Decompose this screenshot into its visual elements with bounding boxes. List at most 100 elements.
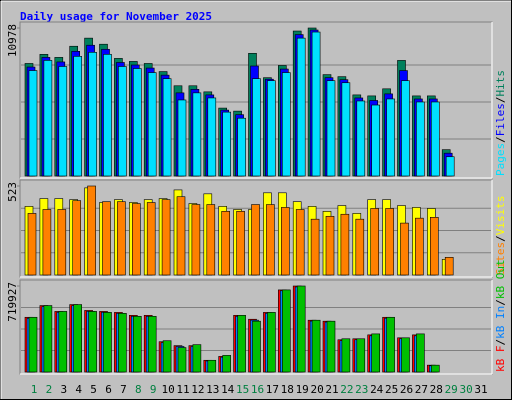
x-tick-label: 11 xyxy=(176,383,189,396)
bar xyxy=(222,111,231,177)
bar xyxy=(371,333,381,373)
bar xyxy=(162,78,172,177)
bar xyxy=(341,338,351,373)
bar xyxy=(430,364,440,373)
x-tick-label: 6 xyxy=(105,383,112,396)
x-tick-label: 5 xyxy=(90,383,97,396)
bar xyxy=(311,31,321,177)
bar xyxy=(400,222,409,276)
x-tick-label: 23 xyxy=(355,383,368,396)
bar xyxy=(415,217,424,276)
x-tick-label: 30 xyxy=(459,383,472,396)
bar xyxy=(341,82,351,177)
bar xyxy=(58,66,68,177)
bar xyxy=(161,199,171,276)
x-tick-label: 20 xyxy=(310,383,323,396)
bar xyxy=(386,98,395,177)
bar xyxy=(280,207,290,276)
bar xyxy=(311,319,321,373)
legend-separator: / xyxy=(494,339,507,346)
chart-title: Daily usage for November 2025 xyxy=(20,10,212,23)
legend-entry: kB F xyxy=(494,346,507,373)
legend: Sites/Visits xyxy=(494,196,507,276)
bar xyxy=(28,316,38,373)
bar xyxy=(146,202,156,276)
bar xyxy=(295,209,305,276)
bar xyxy=(57,209,67,276)
x-tick-label: 12 xyxy=(191,383,204,396)
bar xyxy=(42,209,52,276)
x-tick-label: 8 xyxy=(135,383,142,396)
bar xyxy=(222,355,231,373)
legend: kB F/kB In/kB Out xyxy=(494,259,507,372)
x-tick-label: 27 xyxy=(415,383,428,396)
bar xyxy=(370,208,380,276)
bar xyxy=(310,218,320,276)
bar xyxy=(147,315,157,373)
bar xyxy=(27,213,37,276)
legend-separator: / xyxy=(494,299,507,306)
bar xyxy=(296,37,306,177)
x-tick-label: 24 xyxy=(370,383,384,396)
bar xyxy=(162,340,172,373)
x-tick-label: 26 xyxy=(400,383,413,396)
bar xyxy=(43,60,53,177)
bar xyxy=(371,104,381,177)
x-tick-label: 17 xyxy=(266,383,279,396)
x-tick-label: 18 xyxy=(281,383,294,396)
bar xyxy=(237,315,246,373)
x-tick-label: 7 xyxy=(120,383,127,396)
bar xyxy=(252,78,261,177)
bar xyxy=(325,215,335,276)
legend-entry: Files xyxy=(494,103,507,136)
legend: Pages/Files/Hits xyxy=(494,70,507,176)
bar xyxy=(118,66,127,177)
y-tick-label: 10978 xyxy=(6,24,19,57)
bar xyxy=(72,200,81,276)
bar xyxy=(87,185,96,276)
x-tick-label: 4 xyxy=(75,383,82,396)
bar xyxy=(103,312,112,373)
bar xyxy=(102,201,111,276)
bar xyxy=(207,359,217,373)
legend-separator: / xyxy=(494,235,507,242)
x-tick-label: 19 xyxy=(296,383,309,396)
bar xyxy=(267,80,276,177)
bar xyxy=(401,80,410,177)
bar xyxy=(236,211,245,276)
bar xyxy=(356,100,366,177)
legend-separator: / xyxy=(494,136,507,143)
legend-entry: Visits xyxy=(494,196,507,236)
bar xyxy=(296,285,306,373)
x-tick-label: 9 xyxy=(150,383,157,396)
bar xyxy=(401,337,410,373)
x-tick-label: 22 xyxy=(340,383,353,396)
bar xyxy=(386,316,395,373)
bar xyxy=(88,311,97,373)
bar xyxy=(117,201,126,276)
bar xyxy=(207,97,217,177)
bar xyxy=(43,305,53,373)
bar xyxy=(266,204,275,276)
bar xyxy=(356,338,366,373)
bar xyxy=(58,311,68,373)
bar xyxy=(177,99,187,177)
bar xyxy=(340,213,350,276)
x-tick-label: 1 xyxy=(31,383,38,396)
bar xyxy=(176,196,186,276)
bar xyxy=(191,204,201,276)
bar xyxy=(444,257,454,276)
x-tick-label: 28 xyxy=(430,383,443,396)
bar xyxy=(355,218,365,276)
legend-entry: Hits xyxy=(494,70,507,97)
bar xyxy=(147,72,157,177)
bar xyxy=(118,313,127,373)
x-tick-label: 14 xyxy=(221,383,235,396)
bar xyxy=(429,217,439,276)
x-tick-label: 13 xyxy=(206,383,219,396)
bar xyxy=(281,289,291,373)
legend-separator: / xyxy=(494,97,507,104)
bar xyxy=(73,56,82,177)
bar xyxy=(133,68,142,177)
